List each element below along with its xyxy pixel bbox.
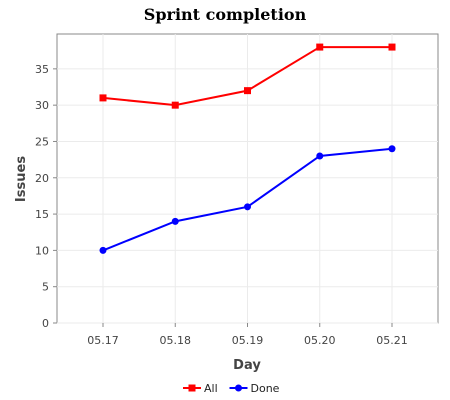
y-tick-label: 30: [35, 99, 49, 112]
y-tick-label: 0: [42, 317, 49, 330]
data-point-done: [100, 247, 107, 254]
legend-item-done: Done: [230, 382, 280, 395]
y-tick-label: 20: [35, 172, 49, 185]
x-axis-title: Day: [233, 358, 261, 373]
data-point-done: [389, 145, 396, 152]
legend-label-done: Done: [251, 382, 280, 395]
y-tick-label: 35: [35, 63, 49, 76]
y-tick-label: 15: [35, 208, 49, 221]
data-point-all: [316, 44, 323, 51]
data-point-all: [389, 44, 396, 51]
x-tick-label: 05.21: [376, 334, 408, 347]
legend: All Done: [183, 382, 280, 395]
data-point-all: [244, 87, 251, 94]
x-tick-label: 05.20: [304, 334, 336, 347]
legend-marker-all: [189, 385, 196, 392]
data-point-done: [172, 218, 179, 225]
chart-title: Sprint completion: [144, 5, 307, 24]
y-tick-label: 25: [35, 135, 49, 148]
x-tick-label: 05.18: [160, 334, 192, 347]
y-tick-label: 10: [35, 244, 49, 257]
legend-marker-done: [235, 385, 242, 392]
legend-item-all: All: [183, 382, 218, 395]
y-tick-label: 5: [42, 281, 49, 294]
x-tick-label: 05.19: [232, 334, 264, 347]
data-point-all: [100, 94, 107, 101]
data-point-done: [244, 203, 251, 210]
legend-label-all: All: [204, 382, 218, 395]
data-point-all: [172, 102, 179, 109]
data-point-done: [316, 152, 323, 159]
x-tick-label: 05.17: [87, 334, 119, 347]
y-axis-title: Issues: [14, 156, 29, 202]
